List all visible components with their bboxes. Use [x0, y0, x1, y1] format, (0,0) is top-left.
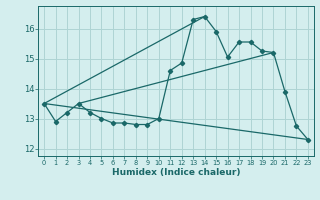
X-axis label: Humidex (Indice chaleur): Humidex (Indice chaleur) — [112, 168, 240, 177]
